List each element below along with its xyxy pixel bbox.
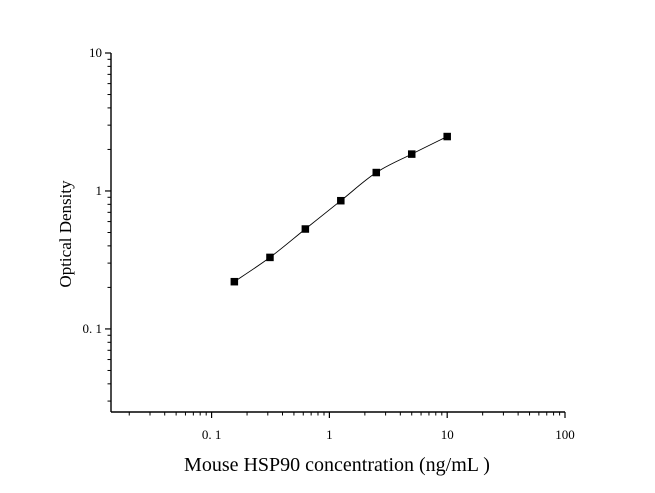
data-point xyxy=(407,150,416,158)
data-point xyxy=(372,168,381,177)
data-point xyxy=(337,196,345,205)
y-tick-label: 10 xyxy=(89,45,102,60)
data-point xyxy=(301,225,310,233)
data-point xyxy=(230,277,239,286)
y-tick-label: 0. 1 xyxy=(83,321,103,336)
data-point xyxy=(443,132,451,141)
data-points-layer xyxy=(230,132,451,286)
y-tick-label: 1 xyxy=(96,183,103,198)
x-tick-label: 100 xyxy=(555,427,575,442)
data-point xyxy=(266,253,274,262)
x-axis-title: Mouse HSP90 concentration (ng/mL ) xyxy=(184,454,490,476)
y-axis-title: Optical Density xyxy=(56,180,75,288)
axes: 0. 1 1 10 100 0. 1 1 10 xyxy=(83,45,575,442)
x-tick-label: 10 xyxy=(441,427,454,442)
x-tick-label: 0. 1 xyxy=(202,427,222,442)
x-tick-label: 1 xyxy=(326,427,333,442)
